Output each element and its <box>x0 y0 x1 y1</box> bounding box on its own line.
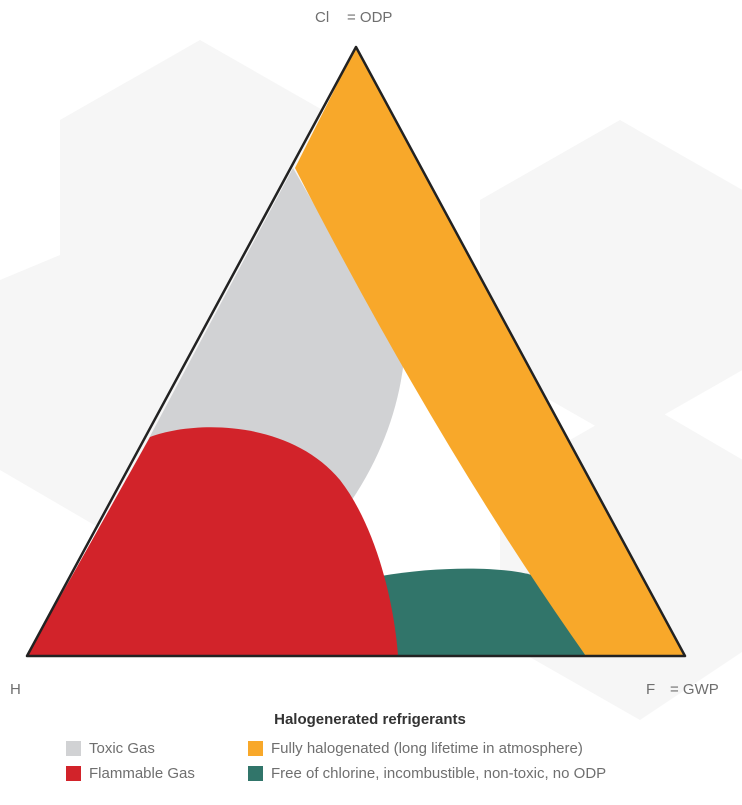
triangle-outline <box>25 45 687 658</box>
legend-swatch <box>248 741 263 756</box>
legend-label: Fully halogenated (long lifetime in atmo… <box>271 740 583 757</box>
legend-title: Halogenerated refrigerants <box>274 711 466 728</box>
legend-label: Toxic Gas <box>89 740 155 757</box>
legend-label: Flammable Gas <box>89 765 195 782</box>
vertex-meaning: = ODP <box>347 9 392 26</box>
bg-hex <box>480 120 742 440</box>
legend-swatch <box>66 741 81 756</box>
vertex-label: Cl <box>315 9 329 26</box>
vertex-label: H <box>10 681 21 698</box>
flammable-region <box>27 427 398 656</box>
toxic-region <box>140 168 404 510</box>
vertex-label: F <box>646 681 655 698</box>
legend-swatch <box>248 766 263 781</box>
vertex-meaning: = GWP <box>670 681 719 698</box>
legend-swatch <box>66 766 81 781</box>
chlorine-free-region <box>370 568 586 656</box>
legend-label: Free of chlorine, incombustible, non-tox… <box>271 765 606 782</box>
fully-halogenated-region <box>295 47 685 656</box>
